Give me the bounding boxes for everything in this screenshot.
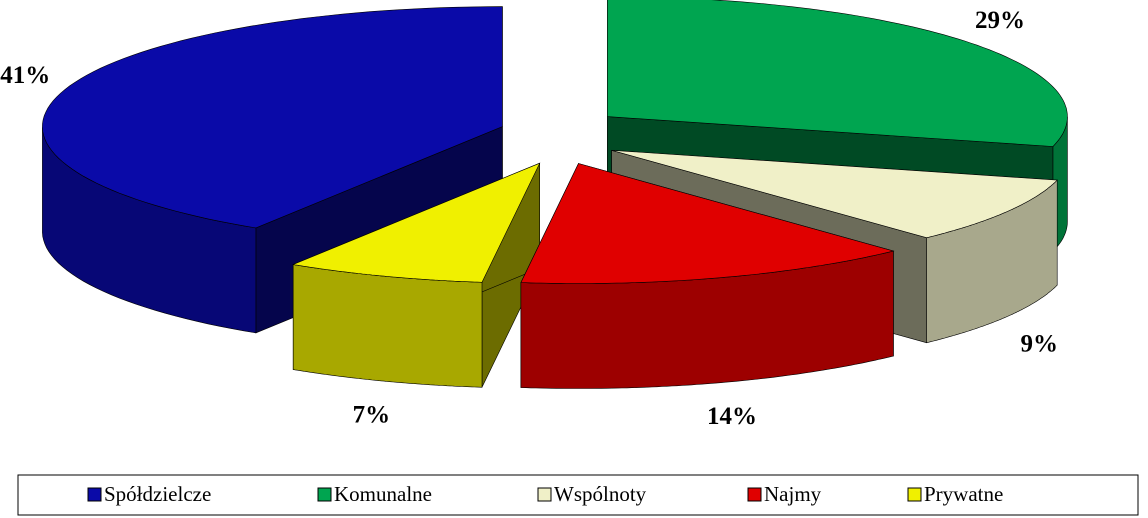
slice-wall — [292, 264, 483, 388]
legend-swatch — [747, 487, 762, 502]
value-label: 7% — [353, 401, 391, 428]
slice-top — [520, 163, 895, 284]
pie-slice — [520, 163, 895, 389]
slice-top — [611, 150, 1058, 239]
legend-swatch — [907, 487, 922, 502]
legend-label: Wspólnoty — [554, 482, 647, 506]
slice-top — [292, 162, 541, 283]
legend-box — [17, 474, 1139, 516]
value-label: 14% — [707, 403, 757, 430]
slice-top — [42, 6, 503, 229]
legend-swatch — [537, 487, 552, 502]
legend-label: Najmy — [764, 482, 822, 506]
pie-slice — [292, 162, 541, 388]
legend-label: Komunalne — [334, 482, 432, 506]
value-label: 9% — [1021, 330, 1059, 357]
slice-top — [607, 0, 1068, 147]
value-label: 41% — [0, 62, 50, 89]
legend-swatch — [317, 487, 332, 502]
value-label: 29% — [975, 7, 1025, 34]
legend-swatch — [87, 487, 102, 502]
legend-label: Spółdzielcze — [104, 482, 211, 506]
legend-label: Prywatne — [924, 482, 1003, 506]
